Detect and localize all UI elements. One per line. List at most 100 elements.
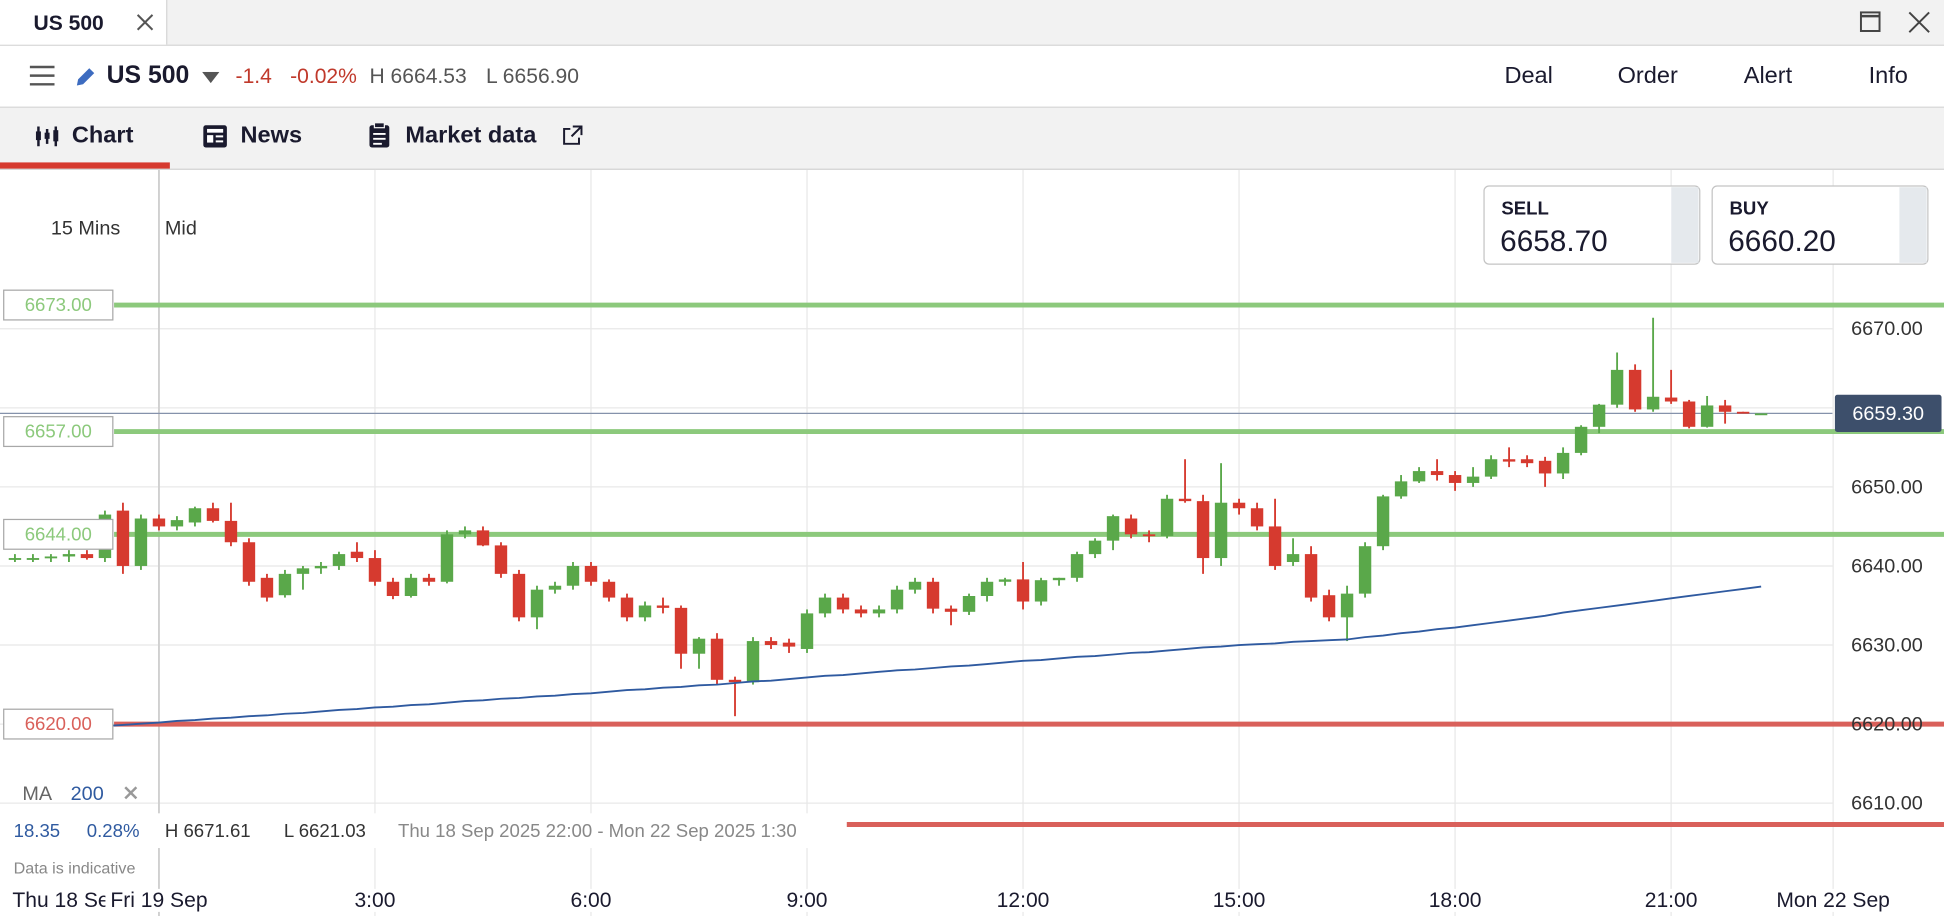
candle-body xyxy=(1160,498,1174,536)
candle-body xyxy=(1592,404,1606,427)
x-tick-label-background xyxy=(565,888,617,912)
candle-body xyxy=(908,581,922,590)
candle-body xyxy=(872,609,886,614)
summary-change-pct: 0.28% xyxy=(87,820,140,841)
candle-body xyxy=(710,638,724,680)
candle-body xyxy=(674,607,688,654)
x-tick-label: 21:00 xyxy=(1645,889,1698,912)
candle-body xyxy=(1376,496,1390,547)
candle-body xyxy=(1232,502,1246,509)
market-data-tab-icon xyxy=(369,122,390,148)
candle-body xyxy=(1466,476,1480,483)
deal-button[interactable]: Deal xyxy=(1504,63,1553,90)
x-tick-label: Fri 19 Sep xyxy=(110,889,207,912)
level-label-box xyxy=(3,518,114,550)
y-tick-label: 6620.00 xyxy=(1851,714,1923,736)
level-label-box xyxy=(3,416,114,448)
summary-range: Thu 18 Sep 2025 22:00 - Mon 22 Sep 2025 … xyxy=(398,820,797,841)
candle-body xyxy=(188,508,202,523)
candle-body xyxy=(62,554,76,557)
menu-icon[interactable] xyxy=(29,64,55,86)
alert-button[interactable]: Alert xyxy=(1743,63,1793,90)
candle-body xyxy=(8,558,22,560)
candle-body xyxy=(944,608,958,612)
window-tab[interactable]: US 500 xyxy=(0,0,168,45)
indicative-note: Data is indicative xyxy=(14,859,136,877)
summary-background xyxy=(0,813,847,849)
candle-body xyxy=(368,558,382,582)
candle-body xyxy=(1322,595,1336,618)
candle-body xyxy=(224,520,238,543)
maximize-icon[interactable] xyxy=(1859,11,1881,32)
candle-body xyxy=(278,573,292,596)
level-label: 6644.00 xyxy=(25,523,92,544)
candle-body xyxy=(1502,459,1516,462)
chart-tab[interactable]: Chart xyxy=(71,122,134,149)
candle-body xyxy=(890,589,904,610)
candle-body xyxy=(1088,540,1102,555)
x-tick-label: Mon 22 Sep xyxy=(1776,889,1890,912)
candle-body xyxy=(1556,452,1570,474)
info-button[interactable]: Info xyxy=(1868,63,1908,90)
candle-body xyxy=(1664,397,1678,402)
x-tick-label-background xyxy=(781,888,833,912)
candle-body xyxy=(1268,526,1282,566)
close-window-icon[interactable] xyxy=(1908,11,1930,33)
candle-body xyxy=(1574,426,1588,453)
x-tick-label-background xyxy=(1639,888,1703,912)
last-price-label: 6659.30 xyxy=(1852,403,1924,425)
level-label-box xyxy=(3,708,114,740)
indicator-name: MA xyxy=(22,783,53,805)
y-tick-label: 6610.00 xyxy=(1851,793,1923,815)
candle-body xyxy=(1718,405,1732,412)
x-tick-label-background xyxy=(1207,888,1271,912)
dropdown-caret[interactable] xyxy=(202,71,220,84)
candle-body xyxy=(1448,475,1462,483)
news-tab[interactable]: News xyxy=(240,122,303,149)
x-tick-label-background xyxy=(105,888,213,912)
remove-indicator-icon[interactable] xyxy=(124,786,138,800)
summary-low: L 6621.03 xyxy=(284,820,366,841)
candle-body xyxy=(1610,369,1624,405)
last-price-tag xyxy=(1834,394,1942,432)
level-label: 6673.00 xyxy=(25,294,92,315)
x-tick-label: 12:00 xyxy=(997,889,1050,912)
candle-body xyxy=(1412,471,1426,482)
candle-body xyxy=(314,565,328,569)
candle-body xyxy=(242,542,256,582)
market-data-tab[interactable]: Market data xyxy=(405,122,537,149)
buy-label: BUY xyxy=(1730,197,1770,218)
candle-body xyxy=(782,642,796,647)
summary-change: 18.35 xyxy=(14,820,60,841)
candle-body xyxy=(44,556,58,559)
candle-body xyxy=(494,545,508,574)
candle-body xyxy=(638,605,652,618)
x-tick-label-background xyxy=(1423,888,1487,912)
candle-body xyxy=(818,597,832,614)
candle-body xyxy=(206,508,220,521)
instrument-name[interactable]: US 500 xyxy=(106,61,190,90)
candle-body xyxy=(1538,460,1552,474)
x-tick-label-background xyxy=(1771,888,1895,912)
price-change: -1.4 xyxy=(235,64,272,89)
x-tick-label-background xyxy=(991,888,1055,912)
window-tab-bar: US 500 xyxy=(0,0,1944,46)
candle-body xyxy=(548,585,562,590)
edit-icon[interactable] xyxy=(74,66,96,88)
close-tab-icon[interactable] xyxy=(136,14,154,31)
x-tick-label: Thu 18 Sep xyxy=(12,889,121,912)
candle-body xyxy=(170,520,184,527)
order-button[interactable]: Order xyxy=(1617,63,1678,90)
toolbar: US 500 -1.4 -0.02% H 6664.53 L 6656.90 D… xyxy=(0,45,1944,108)
candle-body xyxy=(1124,518,1138,535)
candle-body xyxy=(1178,498,1192,502)
candle-body xyxy=(350,551,364,559)
candle-body xyxy=(152,518,166,527)
x-tick-label-background xyxy=(349,888,401,912)
candle-body xyxy=(1430,471,1444,476)
candle-body xyxy=(1700,405,1714,427)
candle-body xyxy=(1394,481,1408,497)
external-link-icon[interactable] xyxy=(562,125,583,146)
view-tabs: Chart News Market data xyxy=(0,107,1944,170)
